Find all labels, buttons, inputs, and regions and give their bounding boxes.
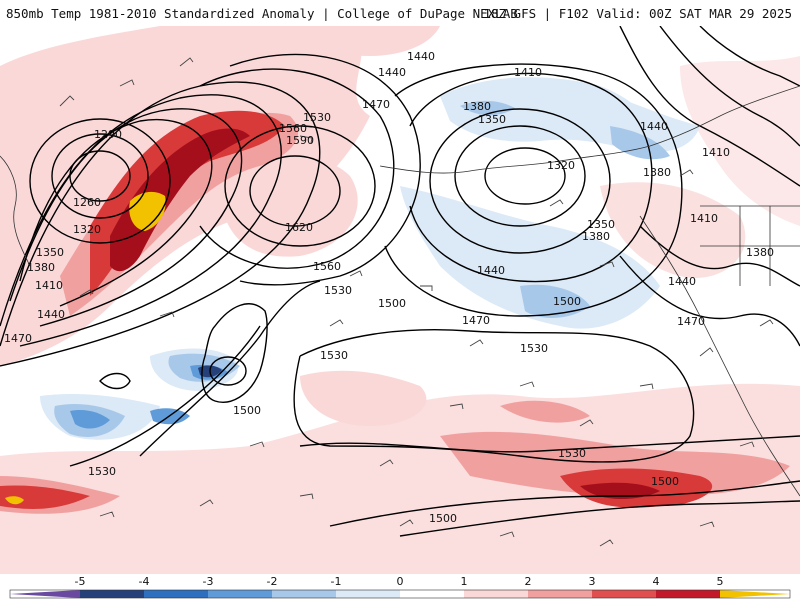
colorbar-swatch xyxy=(80,590,144,598)
warm-anomaly-central xyxy=(220,157,358,257)
contour-label: 1530 xyxy=(324,284,352,297)
contour-label: 1530 xyxy=(320,349,348,362)
colorbar-swatch xyxy=(144,590,208,598)
contour-label: 1500 xyxy=(378,297,406,310)
warm-anomaly-far-east xyxy=(680,56,800,226)
contour-label: 1380 xyxy=(582,230,610,243)
colorbar-tick: 4 xyxy=(653,575,660,588)
contour-label: 1500 xyxy=(233,404,261,417)
colorbar-swatches xyxy=(9,589,791,599)
contour-label: 1530 xyxy=(520,342,548,355)
colorbar-swatch xyxy=(400,590,464,598)
contour-label: 1260 xyxy=(73,196,101,209)
pink-center-south xyxy=(500,400,590,423)
contour-label: 1500 xyxy=(651,475,679,488)
contour-label: 1470 xyxy=(462,314,490,327)
contour-label: 1500 xyxy=(429,512,457,525)
cool-anomaly-gulf xyxy=(400,186,660,329)
colorbar-swatch xyxy=(272,590,336,598)
wind-barbs xyxy=(59,57,774,547)
contour-label: 1440 xyxy=(378,66,406,79)
dark-red-south xyxy=(580,482,660,500)
contour-label: 1410 xyxy=(35,279,63,292)
contour-label: 1380 xyxy=(27,261,55,274)
contour-label: 1470 xyxy=(362,98,390,111)
contour-label: 1350 xyxy=(587,218,615,231)
warm-anomaly-south-wide xyxy=(0,383,800,574)
colorbar-swatch xyxy=(528,590,592,598)
map-title: 850mb Temp 1981-2010 Standardized Anomal… xyxy=(6,6,518,21)
contour-label: 1560 xyxy=(279,122,307,135)
contour-label: 1530 xyxy=(558,447,586,460)
weather-map: 1440 1410 1440 1470 1530 1560 1590 1290 … xyxy=(0,26,800,574)
contour-label: 1350 xyxy=(36,246,64,259)
mid-blue-west xyxy=(70,410,110,429)
extreme-warm-south xyxy=(5,496,24,505)
colorbar-tick: 0 xyxy=(397,575,404,588)
contour-label: 1440 xyxy=(668,275,696,288)
colorbar-swatch xyxy=(656,590,720,598)
colorbar-tick: 2 xyxy=(525,575,532,588)
colorbar-tick: -5 xyxy=(75,575,86,588)
colorbar-swatch xyxy=(208,590,272,598)
contour-label: 1470 xyxy=(4,332,32,345)
contour-label: 1440 xyxy=(477,264,505,277)
anomaly-colorbar: -5 -4 -3 -2 -1 0 1 2 3 4 5 xyxy=(0,574,800,600)
cool-anomaly-east xyxy=(580,86,700,152)
run-info: 18Z GFS | F102 Valid: 00Z SAT MAR 29 202… xyxy=(483,6,792,21)
colorbar-arrow-left xyxy=(10,590,80,598)
contour-label: 1410 xyxy=(702,146,730,159)
colorbar-swatch xyxy=(464,590,528,598)
colorbar-arrow-right xyxy=(720,590,790,598)
contour-labels: 1440 1410 1440 1470 1530 1560 1590 1290 … xyxy=(4,50,774,525)
coastlines xyxy=(0,85,800,497)
contour-label: 1290 xyxy=(94,128,122,141)
blue-alaska xyxy=(460,100,515,116)
colorbar-tick: 5 xyxy=(717,575,724,588)
contour-label: 1440 xyxy=(37,308,65,321)
height-contours xyxy=(0,26,800,537)
dark-red-core xyxy=(110,128,250,272)
contour-label: 1320 xyxy=(73,223,101,236)
colorbar-tick: -3 xyxy=(203,575,214,588)
contour-label: 1380 xyxy=(746,246,774,259)
contour-label: 1350 xyxy=(478,113,506,126)
colorbar-swatch xyxy=(592,590,656,598)
contour-label: 1560 xyxy=(313,260,341,273)
contour-label: 1470 xyxy=(677,315,705,328)
contour-label: 1320 xyxy=(547,159,575,172)
header: 850mb Temp 1981-2010 Standardized Anomal… xyxy=(0,0,800,26)
blue-gulf xyxy=(520,284,590,318)
colorbar-tick: -4 xyxy=(139,575,150,588)
contour-label: 1500 xyxy=(553,295,581,308)
colorbar-tick: 3 xyxy=(589,575,596,588)
colorbar-swatch xyxy=(336,590,400,598)
contour-label: 1380 xyxy=(463,100,491,113)
red-southwest xyxy=(0,485,90,509)
contour-label: 1440 xyxy=(407,50,435,63)
colorbar-tick: 1 xyxy=(461,575,468,588)
colorbar-tick: -2 xyxy=(267,575,278,588)
colorbar-tick: -1 xyxy=(331,575,342,588)
blue-canada xyxy=(610,126,670,160)
contour-label: 1620 xyxy=(285,221,313,234)
contour-label: 1530 xyxy=(303,111,331,124)
contour-label: 1530 xyxy=(88,465,116,478)
contour-label: 1440 xyxy=(640,120,668,133)
contour-label: 1590 xyxy=(286,134,314,147)
contour-label: 1380 xyxy=(643,166,671,179)
warm-anomaly-mid xyxy=(300,370,427,426)
colorbar-ticks: -5 -4 -3 -2 -1 0 1 2 3 4 5 xyxy=(75,575,724,588)
contour-label: 1410 xyxy=(514,66,542,79)
warm-anomaly-top-center xyxy=(270,26,440,56)
contour-label: 1410 xyxy=(690,212,718,225)
